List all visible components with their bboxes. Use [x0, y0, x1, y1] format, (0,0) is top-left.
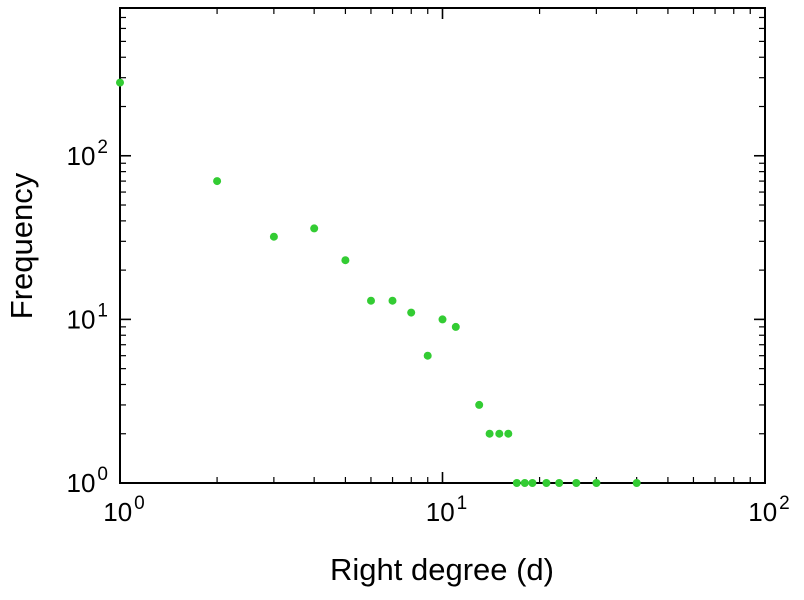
- data-point: [438, 315, 447, 324]
- data-point: [512, 479, 521, 487]
- tick-label: 10 1: [426, 493, 468, 527]
- tick-label: 10 0: [103, 493, 145, 527]
- data-point: [423, 351, 432, 360]
- y-axis-label: Frequency: [4, 172, 39, 319]
- data-point: [495, 429, 504, 438]
- frame-rect: [119, 7, 766, 484]
- data-point: [520, 479, 529, 487]
- tick-labels: 10 0 10 1 10 2 10 0 10 1 10 2: [67, 137, 790, 527]
- data-point: [632, 479, 641, 487]
- data-point: [555, 479, 564, 487]
- data-point: [485, 429, 494, 438]
- data-point: [504, 429, 513, 438]
- tick-label: 10 2: [67, 137, 109, 171]
- plot-frame: [119, 7, 766, 484]
- data-point: [213, 177, 222, 186]
- data-point: [572, 479, 581, 487]
- data-point: [592, 479, 601, 487]
- data-point: [475, 400, 484, 409]
- data-point: [310, 224, 319, 233]
- data-points: [116, 78, 641, 487]
- data-point: [528, 479, 537, 487]
- tick-label: 10 0: [67, 464, 109, 498]
- x-axis-label: Right degree (d): [330, 552, 554, 587]
- data-point: [388, 296, 397, 305]
- data-point: [542, 479, 551, 487]
- data-point: [269, 232, 278, 241]
- tick-label: 10 2: [748, 493, 790, 527]
- data-point: [407, 308, 416, 317]
- data-point: [451, 322, 460, 331]
- data-point: [341, 256, 350, 265]
- tick-marks: [119, 7, 766, 484]
- tick-label: 10 1: [67, 300, 109, 334]
- data-point: [116, 78, 124, 87]
- data-point: [367, 296, 375, 305]
